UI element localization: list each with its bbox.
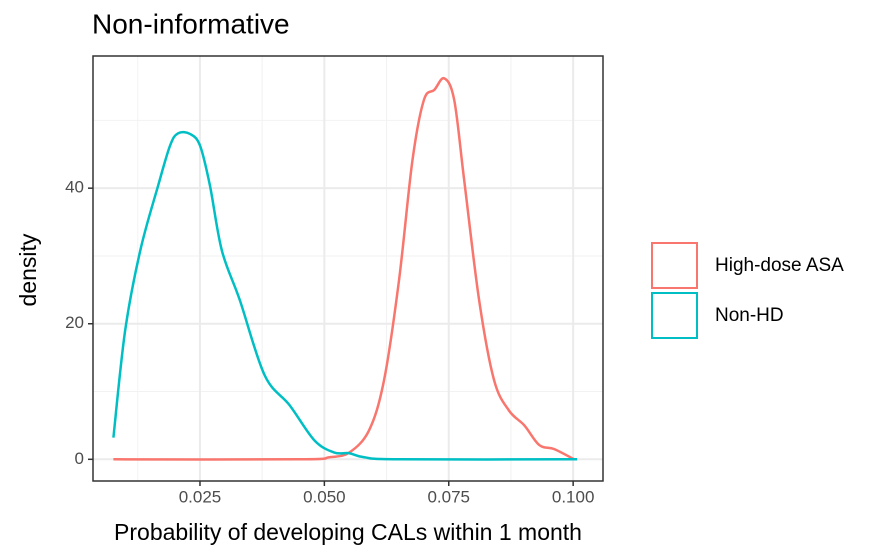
legend-label: Non-HD — [715, 305, 784, 326]
x-tick-label: 0.025 — [179, 487, 222, 506]
y-tick-label: 0 — [75, 449, 84, 468]
y-axis-title: density — [15, 233, 41, 306]
x-tick-label: 0.100 — [552, 487, 595, 506]
plot-panel — [93, 56, 603, 481]
chart-title: Non-informative — [92, 8, 290, 39]
legend-key — [651, 242, 698, 289]
x-axis-title: Probability of developing CALs within 1 … — [114, 519, 582, 545]
x-tick-label: 0.050 — [303, 487, 346, 506]
y-tick-label: 40 — [65, 178, 84, 197]
legend-key — [651, 292, 698, 339]
legend-label: High-dose ASA — [715, 255, 844, 276]
panel-border — [92, 55, 604, 482]
y-tick-label: 20 — [65, 313, 84, 332]
x-tick-label: 0.075 — [427, 487, 470, 506]
density-line — [112, 130, 578, 461]
